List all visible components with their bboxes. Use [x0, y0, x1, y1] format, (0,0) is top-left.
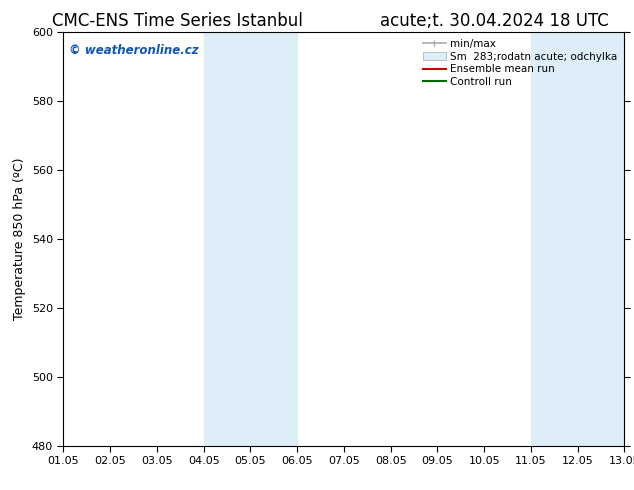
- Bar: [531, 32, 624, 446]
- Legend: min/max, Sm  283;rodatn acute; odchylka, Ensemble mean run, Controll run: min/max, Sm 283;rodatn acute; odchylka, …: [421, 37, 619, 89]
- Y-axis label: Temperature 850 hPa (ºC): Temperature 850 hPa (ºC): [13, 158, 26, 320]
- Text: acute;t. 30.04.2024 18 UTC: acute;t. 30.04.2024 18 UTC: [380, 12, 609, 30]
- Text: CMC-ENS Time Series Istanbul: CMC-ENS Time Series Istanbul: [52, 12, 303, 30]
- Text: © weatheronline.cz: © weatheronline.cz: [69, 44, 198, 57]
- Bar: [204, 32, 297, 446]
